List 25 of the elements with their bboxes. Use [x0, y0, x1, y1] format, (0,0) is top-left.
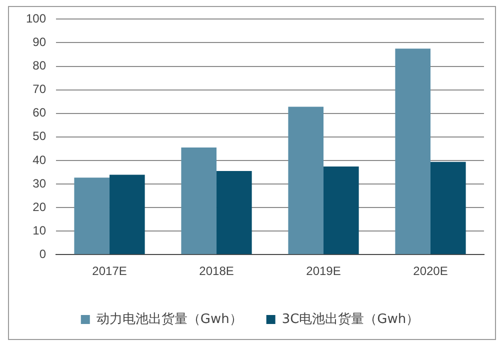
bar: [395, 48, 431, 254]
bar: [288, 106, 324, 254]
bar: [324, 166, 359, 254]
y-tick-label: 10: [32, 223, 46, 238]
bar: [430, 162, 466, 254]
y-tick-label: 0: [39, 246, 46, 261]
y-tick-label: 30: [32, 176, 46, 190]
bar: [110, 174, 145, 254]
legend-label: 动力电池出货量（Gwh）: [96, 312, 242, 327]
legend-label: 3C电池出货量（Gwh）: [282, 312, 420, 327]
y-tick-label: 90: [32, 35, 46, 50]
bar: [74, 178, 110, 254]
x-tick-label: 2019E: [306, 264, 341, 278]
x-tick-label: 2020E: [413, 264, 448, 278]
y-tick-label: 80: [32, 58, 46, 73]
y-tick-label: 20: [32, 200, 46, 214]
bar: [216, 171, 252, 254]
x-tick-label: 2018E: [199, 264, 234, 278]
y-tick-label: 40: [32, 152, 46, 167]
y-tick-label: 50: [32, 129, 46, 144]
y-tick-label: 70: [32, 82, 46, 96]
x-tick-label: 2017E: [92, 264, 127, 278]
y-tick-label: 100: [26, 12, 46, 26]
bar: [181, 147, 217, 254]
y-tick-label: 60: [32, 106, 46, 120]
